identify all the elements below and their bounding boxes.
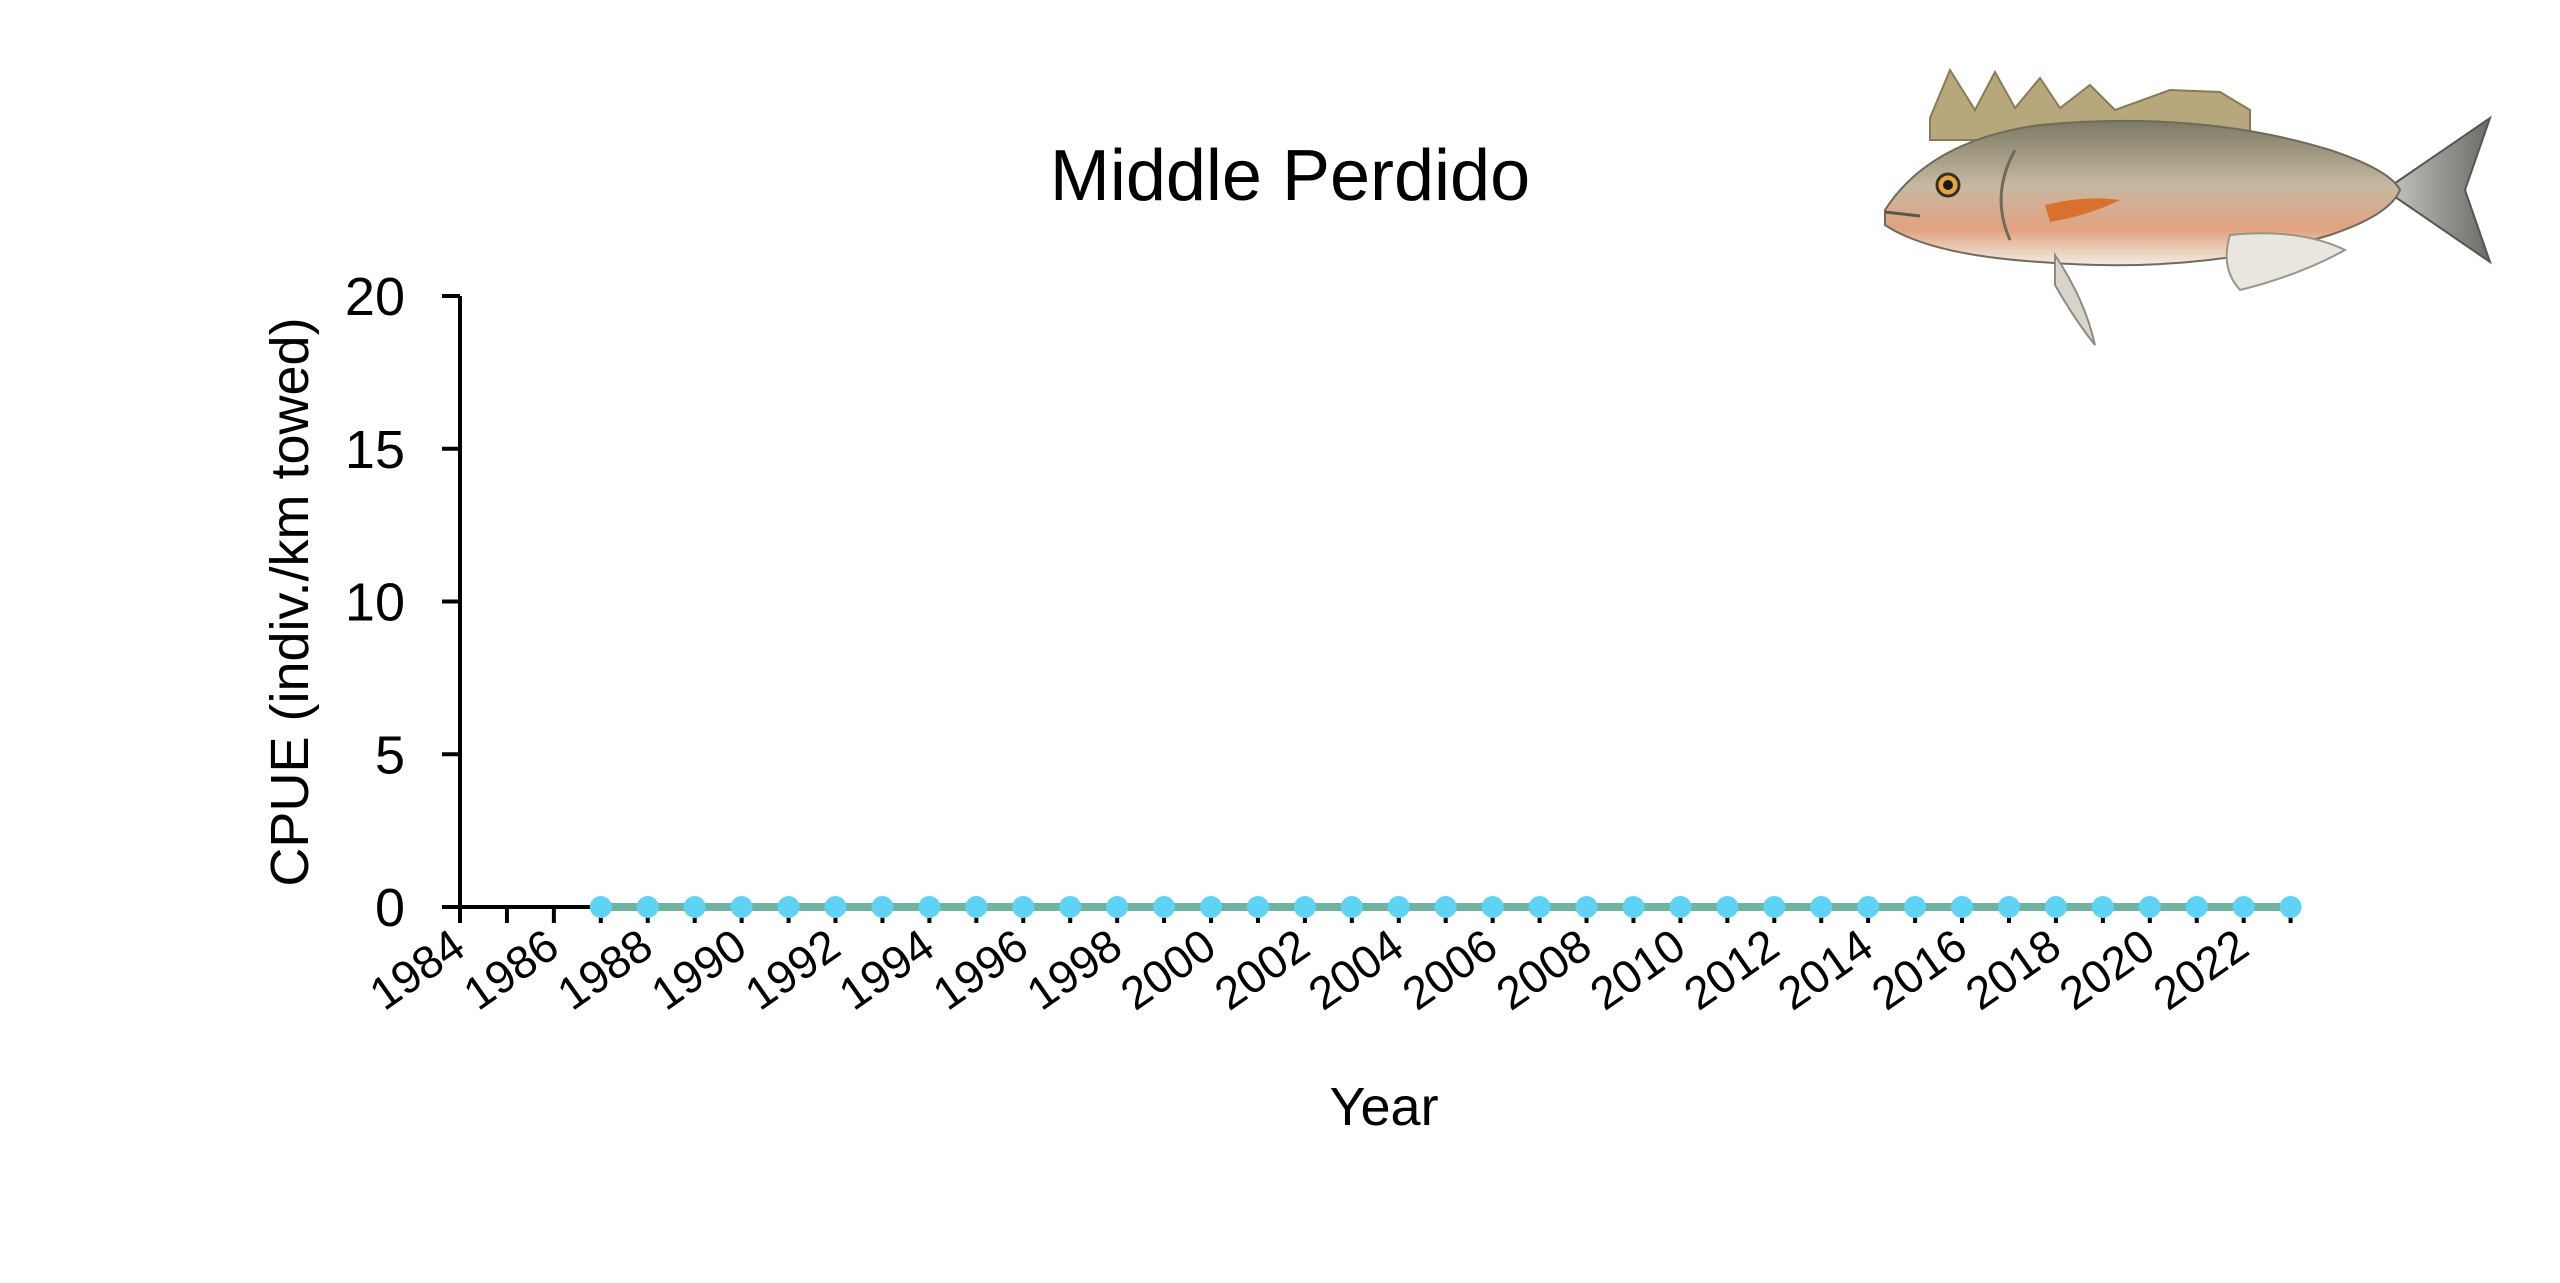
data-point xyxy=(1106,896,1129,918)
x-tick-label: 1988 xyxy=(548,919,662,1020)
x-tick-label: 1996 xyxy=(923,919,1037,1020)
data-point xyxy=(1387,896,1410,918)
x-tick-label: 1992 xyxy=(736,919,850,1020)
fish-illustration xyxy=(1884,67,2492,346)
data-point xyxy=(1246,896,1269,918)
data-point xyxy=(1810,896,1833,918)
y-tick-label: 20 xyxy=(345,267,405,327)
x-tick-label: 2022 xyxy=(2144,919,2258,1020)
x-tick-label: 1986 xyxy=(454,919,568,1020)
x-tick-label: 2000 xyxy=(1111,919,1225,1020)
x-tick-label: 1994 xyxy=(829,919,943,1020)
data-point xyxy=(1012,896,1035,918)
x-tick-label: 2002 xyxy=(1205,919,1319,1020)
data-point xyxy=(1951,896,1974,918)
data-point xyxy=(1200,896,1223,918)
data-point xyxy=(1059,896,1082,918)
data-point xyxy=(824,896,847,918)
data-point xyxy=(1575,896,1598,918)
x-tick-label: 2018 xyxy=(1956,919,2070,1020)
y-tick-label: 0 xyxy=(375,878,405,938)
x-tick-label: 2016 xyxy=(1862,919,1976,1020)
chart-title: Middle Perdido xyxy=(1050,136,1530,216)
x-tick-label: 2004 xyxy=(1299,919,1413,1020)
data-point xyxy=(1293,896,1316,918)
data-point xyxy=(2138,896,2161,918)
data-point xyxy=(2232,896,2255,918)
x-tick-label: 2012 xyxy=(1674,919,1788,1020)
data-point xyxy=(1763,896,1786,918)
x-tick-label: 1990 xyxy=(642,919,756,1020)
data-point xyxy=(1997,896,2020,918)
x-tick-label: 2010 xyxy=(1580,919,1694,1020)
data-point xyxy=(683,896,706,918)
x-tick-label: 2014 xyxy=(1768,919,1882,1020)
data-point xyxy=(2185,896,2208,918)
data-point xyxy=(1340,896,1363,918)
y-tick-label: 15 xyxy=(345,420,405,480)
data-point xyxy=(1857,896,1880,918)
data-point xyxy=(965,896,988,918)
data-point xyxy=(636,896,659,918)
x-axis-label: Year xyxy=(1329,1077,1438,1137)
y-axis-label: CPUE (indiv./km towed) xyxy=(260,317,320,886)
y-tick-label: 10 xyxy=(345,573,405,633)
data-point xyxy=(2279,896,2302,918)
data-point xyxy=(871,896,894,918)
x-tick-label: 2006 xyxy=(1393,919,1507,1020)
data-point xyxy=(1904,896,1927,918)
x-tick-label: 2008 xyxy=(1487,919,1601,1020)
data-point xyxy=(1153,896,1176,918)
data-point xyxy=(589,896,612,918)
data-point xyxy=(2091,896,2114,918)
data-point xyxy=(1622,896,1645,918)
data-point xyxy=(1481,896,1504,918)
data-point xyxy=(918,896,941,918)
data-point xyxy=(1528,896,1551,918)
x-tick-label: 2020 xyxy=(2050,919,2164,1020)
data-point xyxy=(1434,896,1457,918)
x-tick-label: 1998 xyxy=(1017,919,1131,1020)
data-point xyxy=(1669,896,1692,918)
data-point xyxy=(730,896,753,918)
data-point xyxy=(777,896,800,918)
data-point xyxy=(1716,896,1739,918)
data-point xyxy=(2044,896,2067,918)
y-tick-label: 5 xyxy=(375,725,405,785)
